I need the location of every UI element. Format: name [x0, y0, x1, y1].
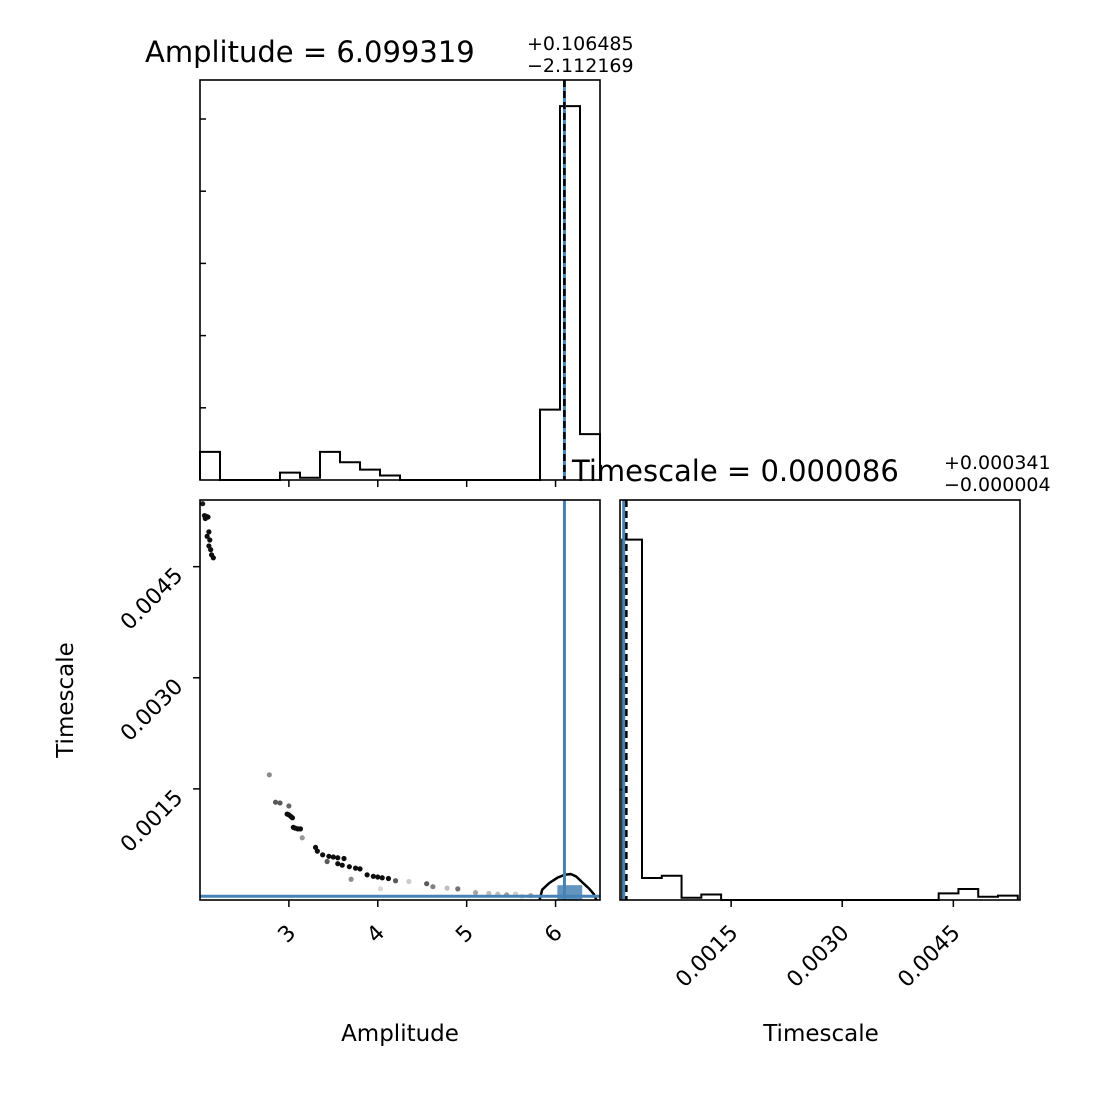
sample-point: [430, 884, 436, 890]
sample-point: [486, 890, 492, 896]
joint-frame: [199, 499, 601, 901]
timescale-title-minus: −0.000004: [944, 474, 1051, 496]
amplitude-title: Amplitude = 6.099319: [145, 35, 475, 69]
sample-point: [346, 864, 352, 870]
sample-point: [208, 547, 214, 553]
amplitude-hist-frame: [199, 79, 601, 481]
amplitude-title-plus: +0.106485: [527, 33, 634, 55]
amplitude-histogram-step: [199, 105, 601, 481]
density-contour: [538, 872, 598, 900]
sample-point: [472, 889, 479, 896]
sample-point: [406, 878, 412, 885]
sample-point: [206, 529, 212, 535]
joint-y-tick-label: 0.0045: [116, 563, 188, 635]
sample-point: [364, 872, 370, 878]
sample-point: [385, 875, 392, 882]
sample-point: [444, 885, 450, 891]
amplitude-histogram-panel: [199, 79, 601, 487]
sample-point: [348, 876, 354, 882]
timescale-title: Timescale = 0.000086: [571, 454, 899, 488]
timescale-histogram-step: [621, 538, 1019, 901]
sample-point: [455, 886, 461, 892]
sample-point: [272, 799, 279, 805]
sample-point: [277, 800, 283, 806]
sample-point: [324, 858, 330, 865]
joint-x-tick-label: 6: [540, 921, 568, 949]
joint-x-tick-label: 4: [362, 921, 390, 949]
sample-point: [335, 861, 341, 867]
sample-point: [392, 878, 399, 884]
sample-point: [377, 886, 384, 892]
sample-point: [286, 803, 292, 809]
sample-point: [357, 866, 363, 872]
sample-point: [202, 515, 208, 522]
timescale-x-tick-label: 0.0030: [782, 921, 854, 993]
sample-point: [289, 815, 296, 821]
joint-plot-area: [200, 500, 600, 900]
sample-point: [339, 862, 345, 868]
sample-point: [330, 854, 336, 860]
sample-point: [352, 865, 359, 871]
sample-point: [379, 875, 385, 881]
joint-x-tick-label: 5: [451, 921, 479, 949]
joint-scatter-panel: 3 4 5 6 0.0015 0.0030 0.0045: [116, 499, 601, 949]
sample-point: [207, 537, 213, 543]
timescale-x-tick-label: 0.0015: [671, 921, 743, 993]
sample-point: [335, 855, 341, 861]
sample-point: [204, 533, 210, 539]
joint-x-tick-label: 3: [274, 921, 302, 949]
sample-point: [326, 853, 332, 859]
amplitude-title-minus: −2.112169: [527, 55, 634, 77]
joint-y-tick-label: 0.0015: [116, 785, 188, 857]
timescale-title-plus: +0.000341: [944, 452, 1051, 474]
sample-point: [210, 555, 216, 561]
joint-y-tick-label: 0.0030: [116, 674, 188, 746]
sample-point: [299, 835, 305, 841]
sample-point: [320, 852, 326, 858]
timescale-x-tick-label: 0.0045: [893, 921, 965, 993]
sample-point: [424, 881, 430, 887]
sample-point: [266, 772, 272, 778]
sample-point: [200, 501, 206, 507]
sample-point: [375, 874, 381, 880]
joint-x-axis-label: Amplitude: [341, 1021, 459, 1047]
timescale-x-axis-label: Timescale: [762, 1021, 879, 1047]
joint-y-axis-label: Timescale: [53, 642, 79, 759]
timescale-hist-frame: [619, 499, 1021, 901]
timescale-histogram-panel: 0.0015 0.0030 0.0045: [619, 499, 1021, 993]
sample-point: [297, 826, 304, 832]
sample-point: [370, 873, 376, 879]
sample-point: [314, 848, 320, 854]
sample-point: [341, 855, 347, 862]
